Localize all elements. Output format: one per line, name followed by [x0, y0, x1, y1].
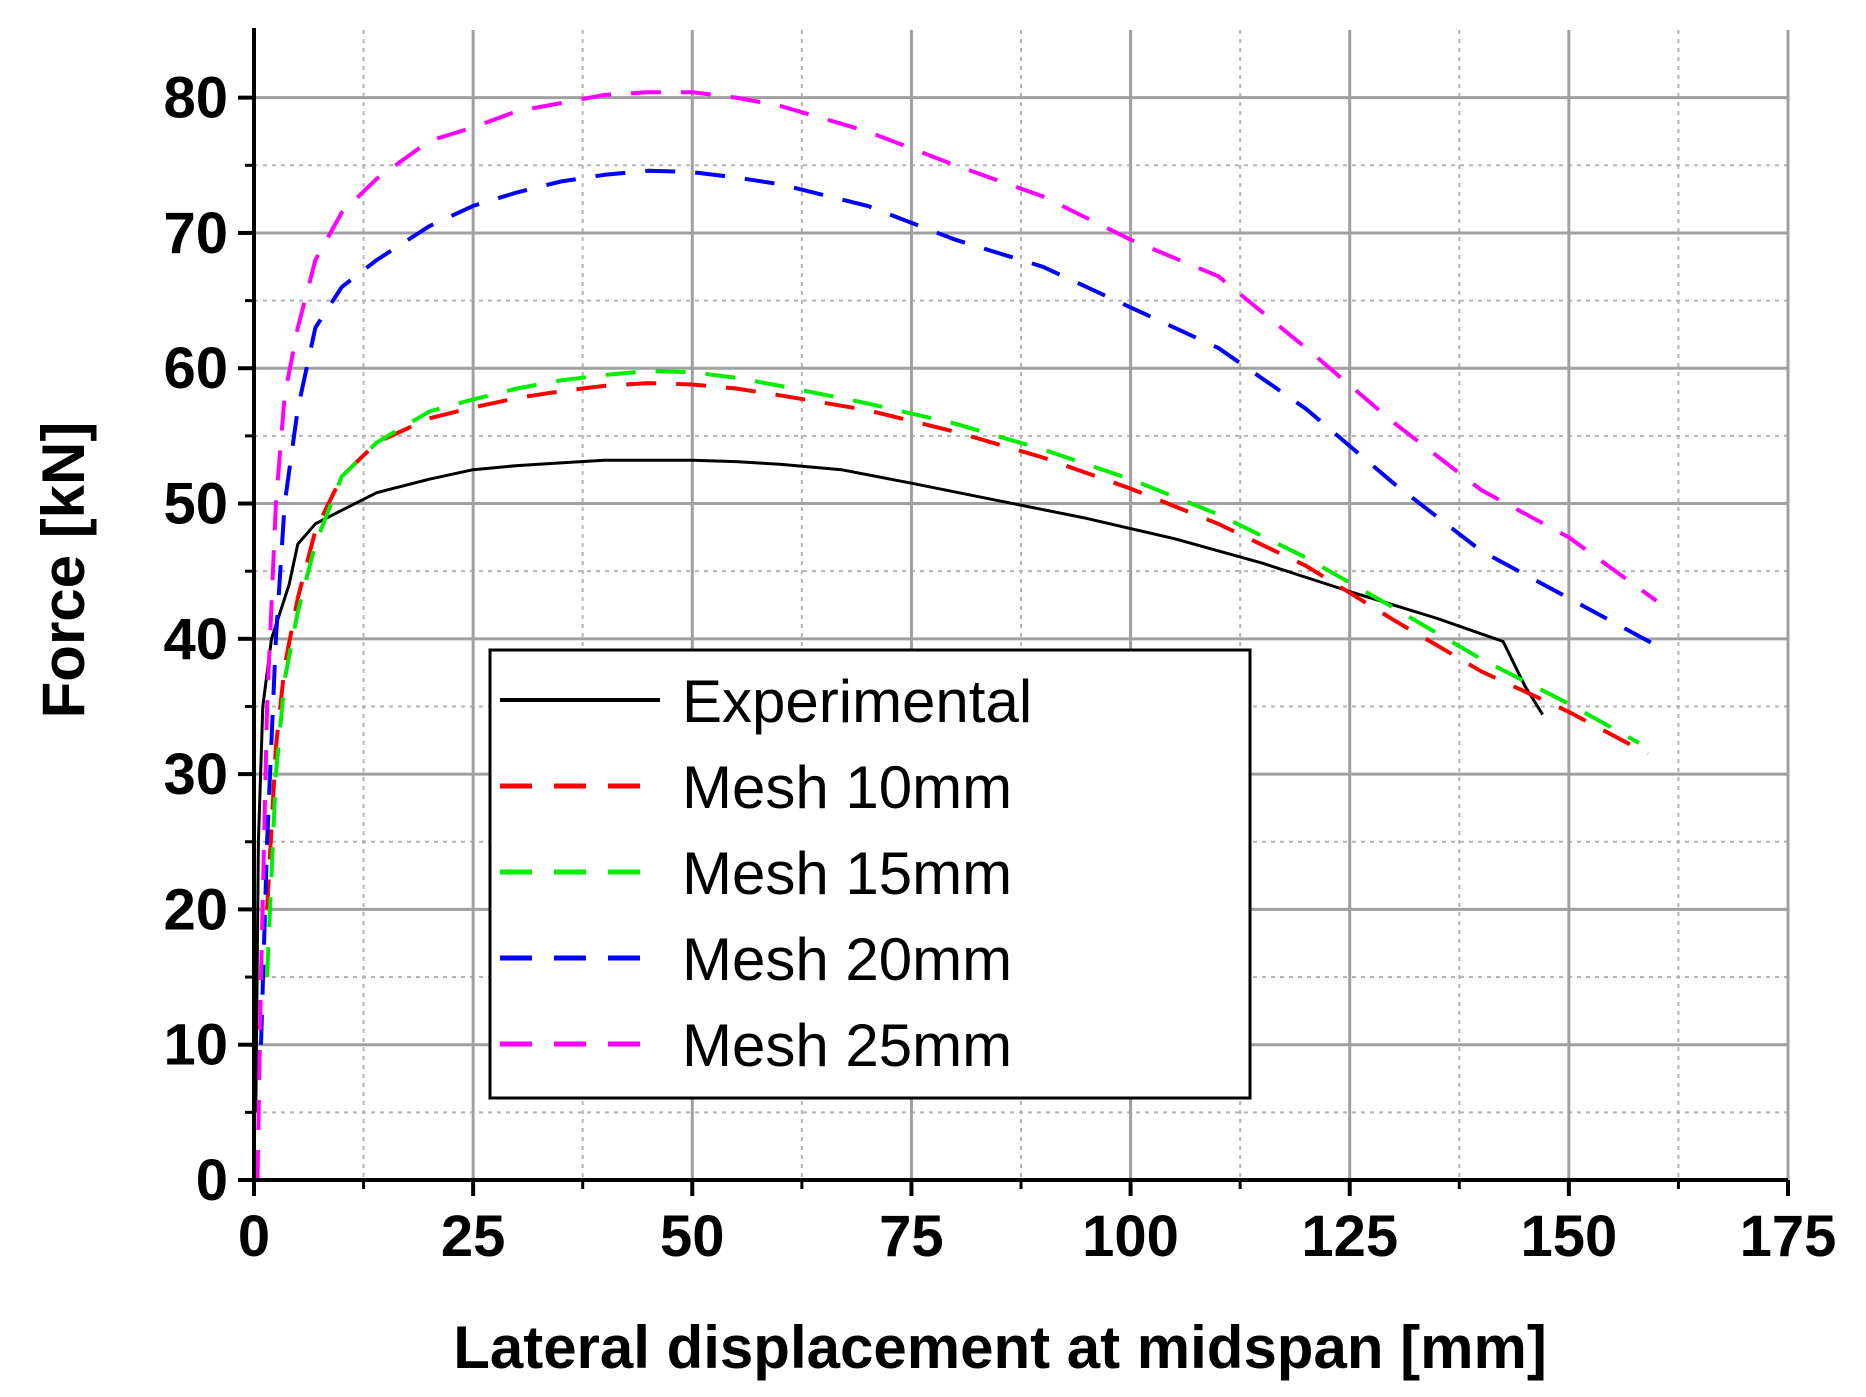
y-tick-label: 60	[163, 336, 228, 401]
series-line-mesh-15mm	[265, 368, 1640, 978]
x-tick-label: 175	[1740, 1204, 1837, 1269]
legend-label: Mesh 25mm	[682, 1012, 1012, 1079]
y-tick-label: 20	[163, 877, 228, 942]
legend-label: Experimental	[682, 668, 1032, 735]
y-tick-label: 40	[163, 607, 228, 672]
y-axis-title: Force [kN]	[30, 422, 97, 719]
legend-label: Mesh 15mm	[682, 840, 1012, 907]
series-layer	[254, 90, 1658, 1181]
y-tick-label: 10	[163, 1013, 228, 1078]
x-tick-label: 150	[1520, 1204, 1617, 1269]
tick-labels: 0 25 50 75 100 125 150 175 0 10 20 30 40 50 60 70 80	[163, 66, 1836, 1269]
x-tick-label: 75	[879, 1204, 944, 1269]
y-tick-label: 30	[163, 742, 228, 807]
legend-label: Mesh 10mm	[682, 754, 1012, 821]
y-tick-label: 80	[163, 66, 228, 131]
x-tick-label: 0	[238, 1204, 270, 1269]
series-line-mesh-25mm	[255, 90, 1658, 1181]
x-axis-title: Lateral displacement at midspan [mm]	[453, 1314, 1547, 1381]
x-tick-label: 25	[441, 1204, 506, 1269]
y-tick-label: 50	[163, 472, 228, 537]
x-tick-label: 100	[1082, 1204, 1179, 1269]
series-line-experimental	[254, 458, 1544, 1113]
x-tick-label: 125	[1301, 1204, 1398, 1269]
x-tick-label: 50	[660, 1204, 725, 1269]
legend-label: Mesh 20mm	[682, 926, 1012, 993]
axes-layer	[238, 28, 1790, 1196]
y-tick-label: 0	[196, 1148, 228, 1213]
series-line-mesh-20mm	[259, 168, 1658, 1045]
legend: Experimental Mesh 10mm Mesh 15mm Mesh 20mm M…	[488, 648, 1252, 1100]
y-tick-label: 70	[163, 201, 228, 266]
